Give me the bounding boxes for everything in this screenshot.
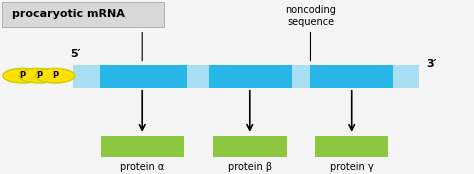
Bar [100,65,187,88]
Bar [213,136,286,157]
Text: protein α: protein α [120,162,164,172]
Text: P: P [20,71,26,80]
FancyBboxPatch shape [2,2,164,27]
Bar [100,136,183,157]
Text: coding
sequence: coding sequence [118,5,166,61]
Text: 5′: 5′ [71,49,81,59]
Bar [310,65,393,88]
Text: protein γ: protein γ [330,162,374,172]
Bar [393,65,419,88]
Text: noncoding
sequence: noncoding sequence [285,5,336,61]
Bar [209,65,292,88]
Bar [292,65,310,88]
Circle shape [3,68,43,83]
Bar [73,65,100,88]
Bar [187,65,209,88]
Circle shape [35,68,75,83]
Text: procaryotic mRNA: procaryotic mRNA [12,9,125,19]
Text: protein β: protein β [228,162,272,172]
Circle shape [19,68,59,83]
Text: P: P [36,71,42,80]
Text: 3′: 3′ [427,58,437,69]
Text: P: P [52,71,58,80]
Bar [315,136,389,157]
